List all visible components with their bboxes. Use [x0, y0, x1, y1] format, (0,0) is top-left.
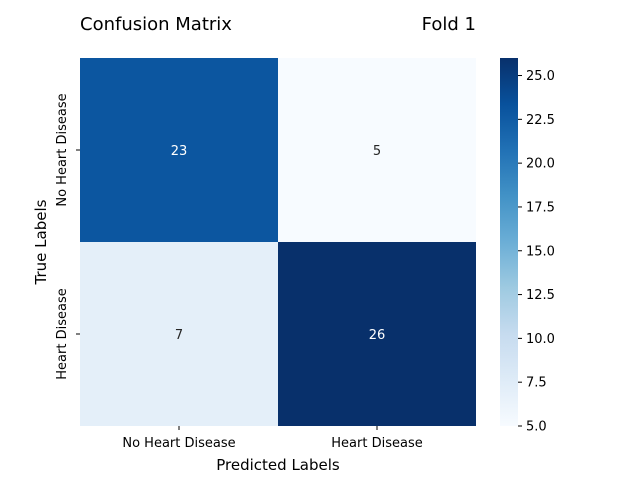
x-axis-ticks: No Heart Disease Heart Disease	[122, 426, 423, 451]
y-axis-ticks: No Heart Disease Heart Disease	[55, 93, 80, 380]
heatmap-cell	[278, 242, 476, 426]
y-tick-label: No Heart Disease	[55, 93, 70, 206]
colorbar-tick-label: 20.0	[526, 157, 555, 172]
colorbar-tick-label: 25.0	[526, 69, 555, 84]
chart-subtitle: Fold 1	[422, 14, 476, 35]
x-tick-label: No Heart Disease	[122, 436, 235, 451]
x-tick-label: Heart Disease	[331, 436, 422, 451]
heatmap-cell	[80, 242, 278, 426]
heatmap-cell	[278, 58, 476, 242]
colorbar-tick-label: 12.5	[526, 288, 555, 303]
cell-value-label: 7	[175, 328, 183, 343]
colorbar-tick-label: 22.5	[526, 113, 555, 128]
chart-title: Confusion Matrix	[80, 14, 232, 35]
x-axis-label: Predicted Labels	[216, 456, 340, 474]
heatmap-cells	[80, 58, 476, 426]
cell-value-label: 5	[373, 144, 381, 159]
y-tick-label: Heart Disease	[55, 288, 70, 379]
heatmap-cell-labels: 23 5 7 26	[171, 144, 386, 343]
colorbar	[500, 58, 518, 426]
colorbar-ticks: 5.0 7.5 10.0 12.5 15.0 17.5 20.0 22.5 25.0	[518, 69, 555, 435]
heatmap-cell	[80, 58, 278, 242]
colorbar-tick-label: 17.5	[526, 200, 555, 215]
y-axis-label: True Labels	[32, 199, 50, 285]
colorbar-tick-label: 7.5	[526, 376, 547, 391]
colorbar-tick-label: 5.0	[526, 420, 547, 435]
colorbar-tick-label: 15.0	[526, 244, 555, 259]
colorbar-tick-label: 10.0	[526, 332, 555, 347]
cell-value-label: 23	[171, 144, 188, 159]
cell-value-label: 26	[369, 328, 386, 343]
